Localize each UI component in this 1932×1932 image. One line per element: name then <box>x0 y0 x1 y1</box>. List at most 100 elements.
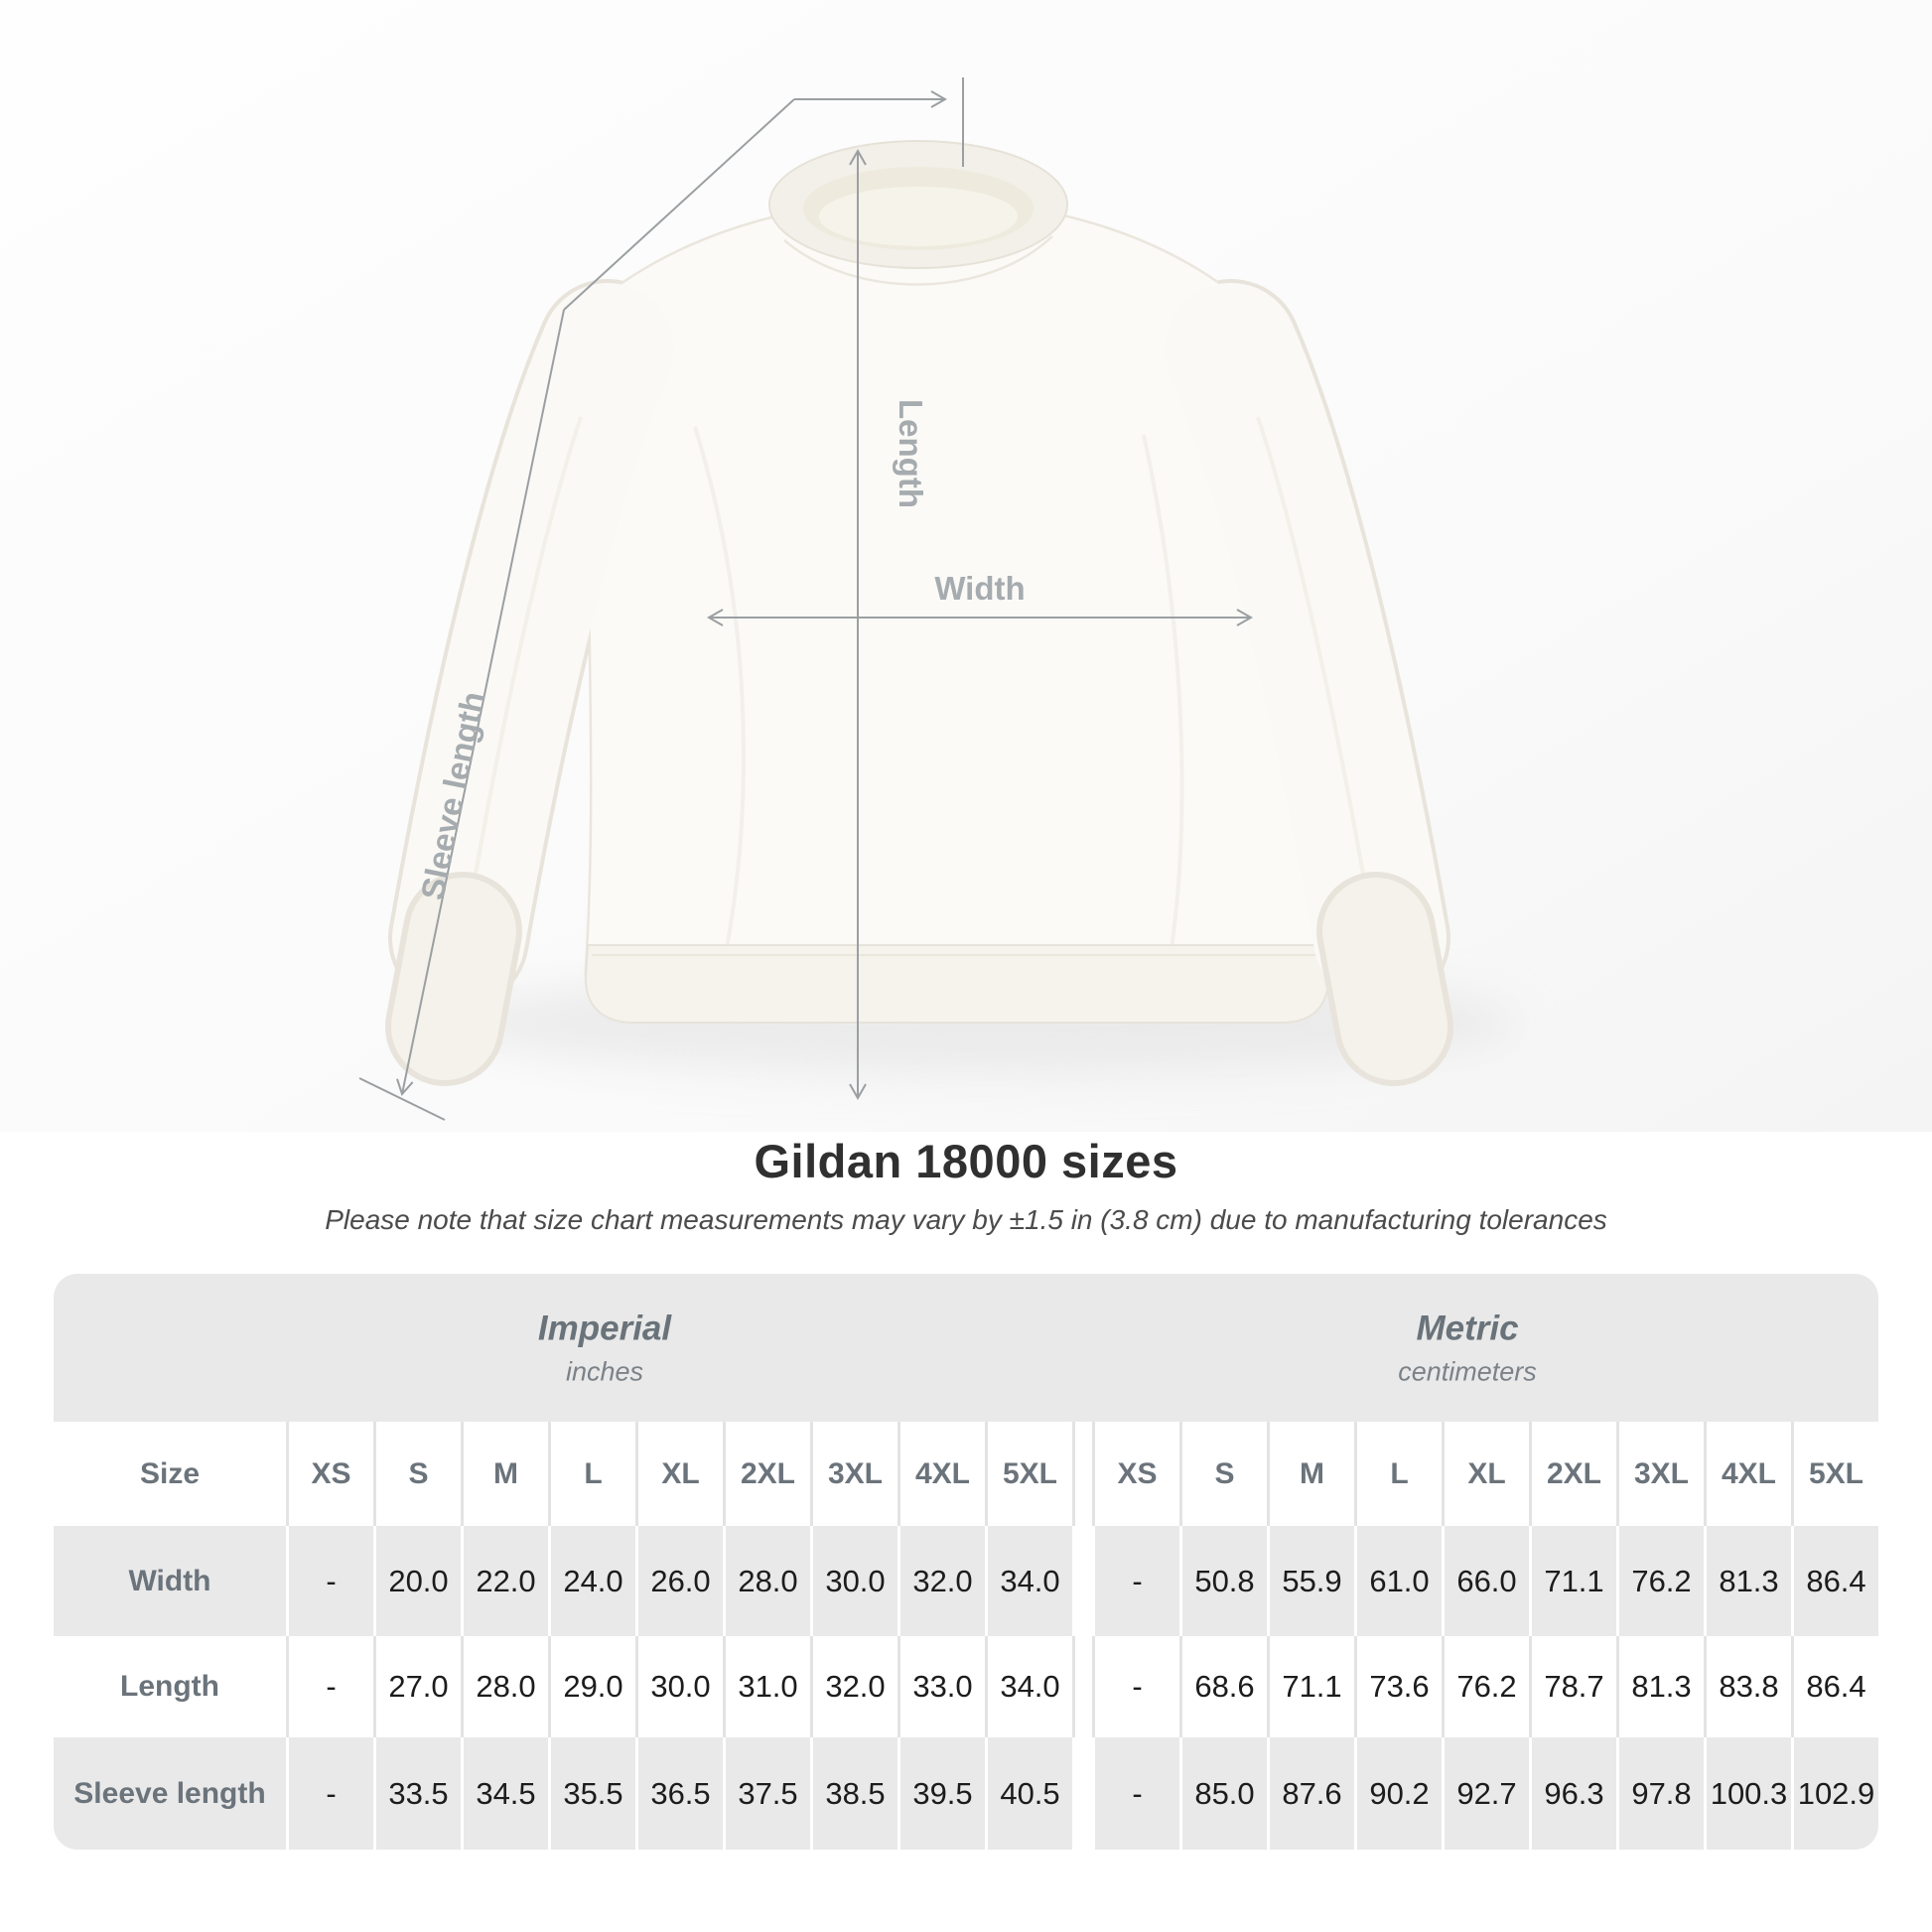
size-table-rows: Size XS S M L XL 2XL 3XL 4XL 5XL XS S M L XL 2XL 3XL 4XL 5… <box>54 1422 1878 1850</box>
size-col-header-imperial: 2XL <box>723 1422 810 1526</box>
value-cell-metric: 71.1 <box>1529 1526 1616 1636</box>
value-cell-imperial: 30.0 <box>810 1526 897 1636</box>
system-gap <box>1072 1737 1092 1850</box>
value-cell-imperial: 33.0 <box>897 1636 985 1737</box>
row-label: Sleeve length <box>73 1776 266 1810</box>
metric-unit-label: centimeters <box>1398 1356 1537 1386</box>
value-cell-imperial: 27.0 <box>373 1636 461 1737</box>
value-cell-imperial: 20.0 <box>373 1526 461 1636</box>
value-cell-imperial: - <box>286 1737 373 1850</box>
system-gap <box>1072 1526 1092 1636</box>
value-cell-metric: 90.2 <box>1354 1737 1442 1850</box>
length-dimension-label: Length <box>893 399 929 508</box>
sweatshirt-photo-section: Length Width Sleeve length <box>0 0 1932 1132</box>
value-cell-imperial: 34.0 <box>985 1636 1072 1737</box>
value-cell-metric: 102.9 <box>1791 1737 1878 1850</box>
value-cell-imperial: 33.5 <box>373 1737 461 1850</box>
metric-label: Metric <box>1416 1309 1519 1347</box>
size-col-header-metric: L <box>1354 1422 1442 1526</box>
value-cell-metric: 100.3 <box>1704 1737 1791 1850</box>
title-block: Gildan 18000 sizes Please note that size… <box>0 1134 1932 1236</box>
size-col-header-metric: 5XL <box>1791 1422 1878 1526</box>
size-col-header-imperial: L <box>548 1422 635 1526</box>
page-title: Gildan 18000 sizes <box>754 1135 1178 1187</box>
value-cell-metric: 96.3 <box>1529 1737 1616 1850</box>
size-col-header-imperial: 3XL <box>810 1422 897 1526</box>
value-cell-imperial: 32.0 <box>810 1636 897 1737</box>
measurement-diagram: Length Width Sleeve length <box>0 0 1932 1132</box>
size-col-header-imperial: 4XL <box>897 1422 985 1526</box>
value-cell-imperial: 37.5 <box>723 1737 810 1850</box>
size-col-header-imperial: XL <box>635 1422 723 1526</box>
value-cell-metric: 55.9 <box>1267 1526 1354 1636</box>
measurement-row: Width -20.0 22.0 24.0 26.0 28.0 30.0 32.0 34.0-5… <box>54 1526 1878 1636</box>
value-cell-metric: 76.2 <box>1616 1526 1704 1636</box>
value-cell-imperial: 22.0 <box>461 1526 548 1636</box>
size-col-header-imperial: 5XL <box>985 1422 1072 1526</box>
system-gap <box>1072 1636 1092 1737</box>
imperial-label: Imperial <box>537 1309 672 1347</box>
size-col-header-metric: XL <box>1442 1422 1529 1526</box>
tolerance-note: Please note that size chart measurements… <box>325 1204 1607 1235</box>
shoulder-diagonal-leader <box>563 98 795 311</box>
value-cell-imperial: 32.0 <box>897 1526 985 1636</box>
size-table: Imperial inches Metric centimeters Size X… <box>54 1274 1878 1850</box>
system-gap <box>1072 1422 1092 1526</box>
size-col-header-metric: 3XL <box>1616 1422 1704 1526</box>
value-cell-imperial: - <box>286 1526 373 1636</box>
unit-system-header-band: Imperial inches Metric centimeters <box>54 1274 1878 1422</box>
value-cell-metric: 71.1 <box>1267 1636 1354 1737</box>
imperial-system-header: Imperial inches <box>538 1309 671 1387</box>
row-label: Length <box>120 1670 219 1703</box>
value-cell-metric: - <box>1092 1526 1179 1636</box>
value-cell-metric: 92.7 <box>1442 1737 1529 1850</box>
size-col-header-metric: S <box>1179 1422 1267 1526</box>
size-col-header-imperial: S <box>373 1422 461 1526</box>
measurement-row: Sleeve length -33.5 34.5 35.5 36.5 37.5 38.5 39… <box>54 1737 1878 1850</box>
value-cell-imperial: 28.0 <box>723 1526 810 1636</box>
value-cell-imperial: 34.0 <box>985 1526 1072 1636</box>
value-cell-metric: 86.4 <box>1791 1526 1878 1636</box>
sleeve-dimension-line <box>402 309 565 1094</box>
value-cell-imperial: 30.0 <box>635 1636 723 1737</box>
value-cell-metric: 97.8 <box>1616 1737 1704 1850</box>
value-cell-imperial: 29.0 <box>548 1636 635 1737</box>
dimension-lines <box>358 77 1251 1121</box>
value-cell-metric: 81.3 <box>1616 1636 1704 1737</box>
size-col-header-metric: 4XL <box>1704 1422 1791 1526</box>
size-column-header: Size <box>139 1456 201 1490</box>
value-cell-metric: 76.2 <box>1442 1636 1529 1737</box>
value-cell-metric: 81.3 <box>1704 1526 1791 1636</box>
value-cell-metric: 83.8 <box>1704 1636 1791 1737</box>
width-dimension-label: Width <box>934 570 1025 607</box>
value-cell-metric: 85.0 <box>1179 1737 1267 1850</box>
imperial-unit-label: inches <box>565 1356 644 1386</box>
value-cell-metric: - <box>1092 1636 1179 1737</box>
value-cell-metric: 50.8 <box>1179 1526 1267 1636</box>
size-header-row: Size XS S M L XL 2XL 3XL 4XL 5XL XS S M L XL 2XL 3XL 4XL 5… <box>54 1422 1878 1526</box>
value-cell-imperial: 39.5 <box>897 1737 985 1850</box>
sweatshirt-image <box>385 140 1453 1086</box>
value-cell-metric: 73.6 <box>1354 1636 1442 1737</box>
value-cell-metric: 68.6 <box>1179 1636 1267 1737</box>
value-cell-imperial: 38.5 <box>810 1737 897 1850</box>
value-cell-metric: 61.0 <box>1354 1526 1442 1636</box>
size-col-header-imperial: M <box>461 1422 548 1526</box>
size-col-header-metric: XS <box>1092 1422 1179 1526</box>
value-cell-imperial: 28.0 <box>461 1636 548 1737</box>
value-cell-imperial: 24.0 <box>548 1526 635 1636</box>
size-col-header-imperial: XS <box>286 1422 373 1526</box>
value-cell-imperial: 35.5 <box>548 1737 635 1850</box>
value-cell-imperial: - <box>286 1636 373 1737</box>
metric-system-header: Metric centimeters <box>1398 1309 1537 1387</box>
value-cell-imperial: 36.5 <box>635 1737 723 1850</box>
size-col-header-metric: 2XL <box>1529 1422 1616 1526</box>
row-label: Width <box>128 1564 211 1597</box>
value-cell-metric: 78.7 <box>1529 1636 1616 1737</box>
value-cell-metric: 66.0 <box>1442 1526 1529 1636</box>
value-cell-metric: 87.6 <box>1267 1737 1354 1850</box>
value-cell-imperial: 34.5 <box>461 1737 548 1850</box>
measurement-row: Length -27.0 28.0 29.0 30.0 31.0 32.0 33.0 34.0-… <box>54 1636 1878 1737</box>
value-cell-imperial: 26.0 <box>635 1526 723 1636</box>
